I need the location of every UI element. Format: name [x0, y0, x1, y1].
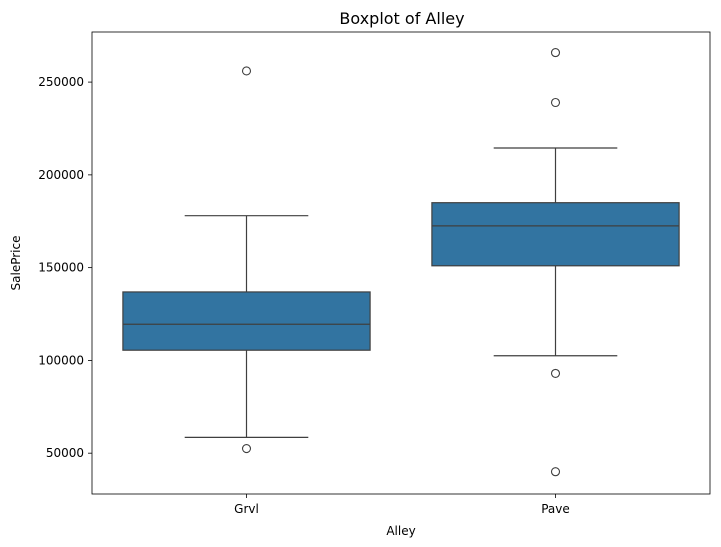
- chart-title: Boxplot of Alley: [339, 9, 464, 28]
- y-tick-label: 150000: [38, 261, 84, 275]
- y-tick-label: 250000: [38, 75, 84, 89]
- plot-frame: [91, 31, 711, 495]
- outlier-point: [550, 368, 561, 378]
- outlier-point: [241, 443, 252, 454]
- x-tick-label: Grvl: [234, 502, 259, 516]
- outlier-point: [550, 97, 561, 108]
- y-axis-label: SalePrice: [9, 236, 23, 291]
- y-tick-label: 200000: [38, 168, 84, 182]
- outlier-point: [550, 48, 561, 58]
- outlier-point: [550, 467, 561, 477]
- plot-area: [122, 48, 680, 477]
- box-grvl: [122, 291, 371, 351]
- x-tick-label: Pave: [541, 502, 570, 516]
- y-tick-label: 50000: [46, 446, 84, 460]
- box-pave: [431, 202, 680, 267]
- outlier-point: [241, 66, 252, 76]
- x-axis-label: Alley: [386, 524, 415, 538]
- y-tick-label: 100000: [38, 353, 84, 367]
